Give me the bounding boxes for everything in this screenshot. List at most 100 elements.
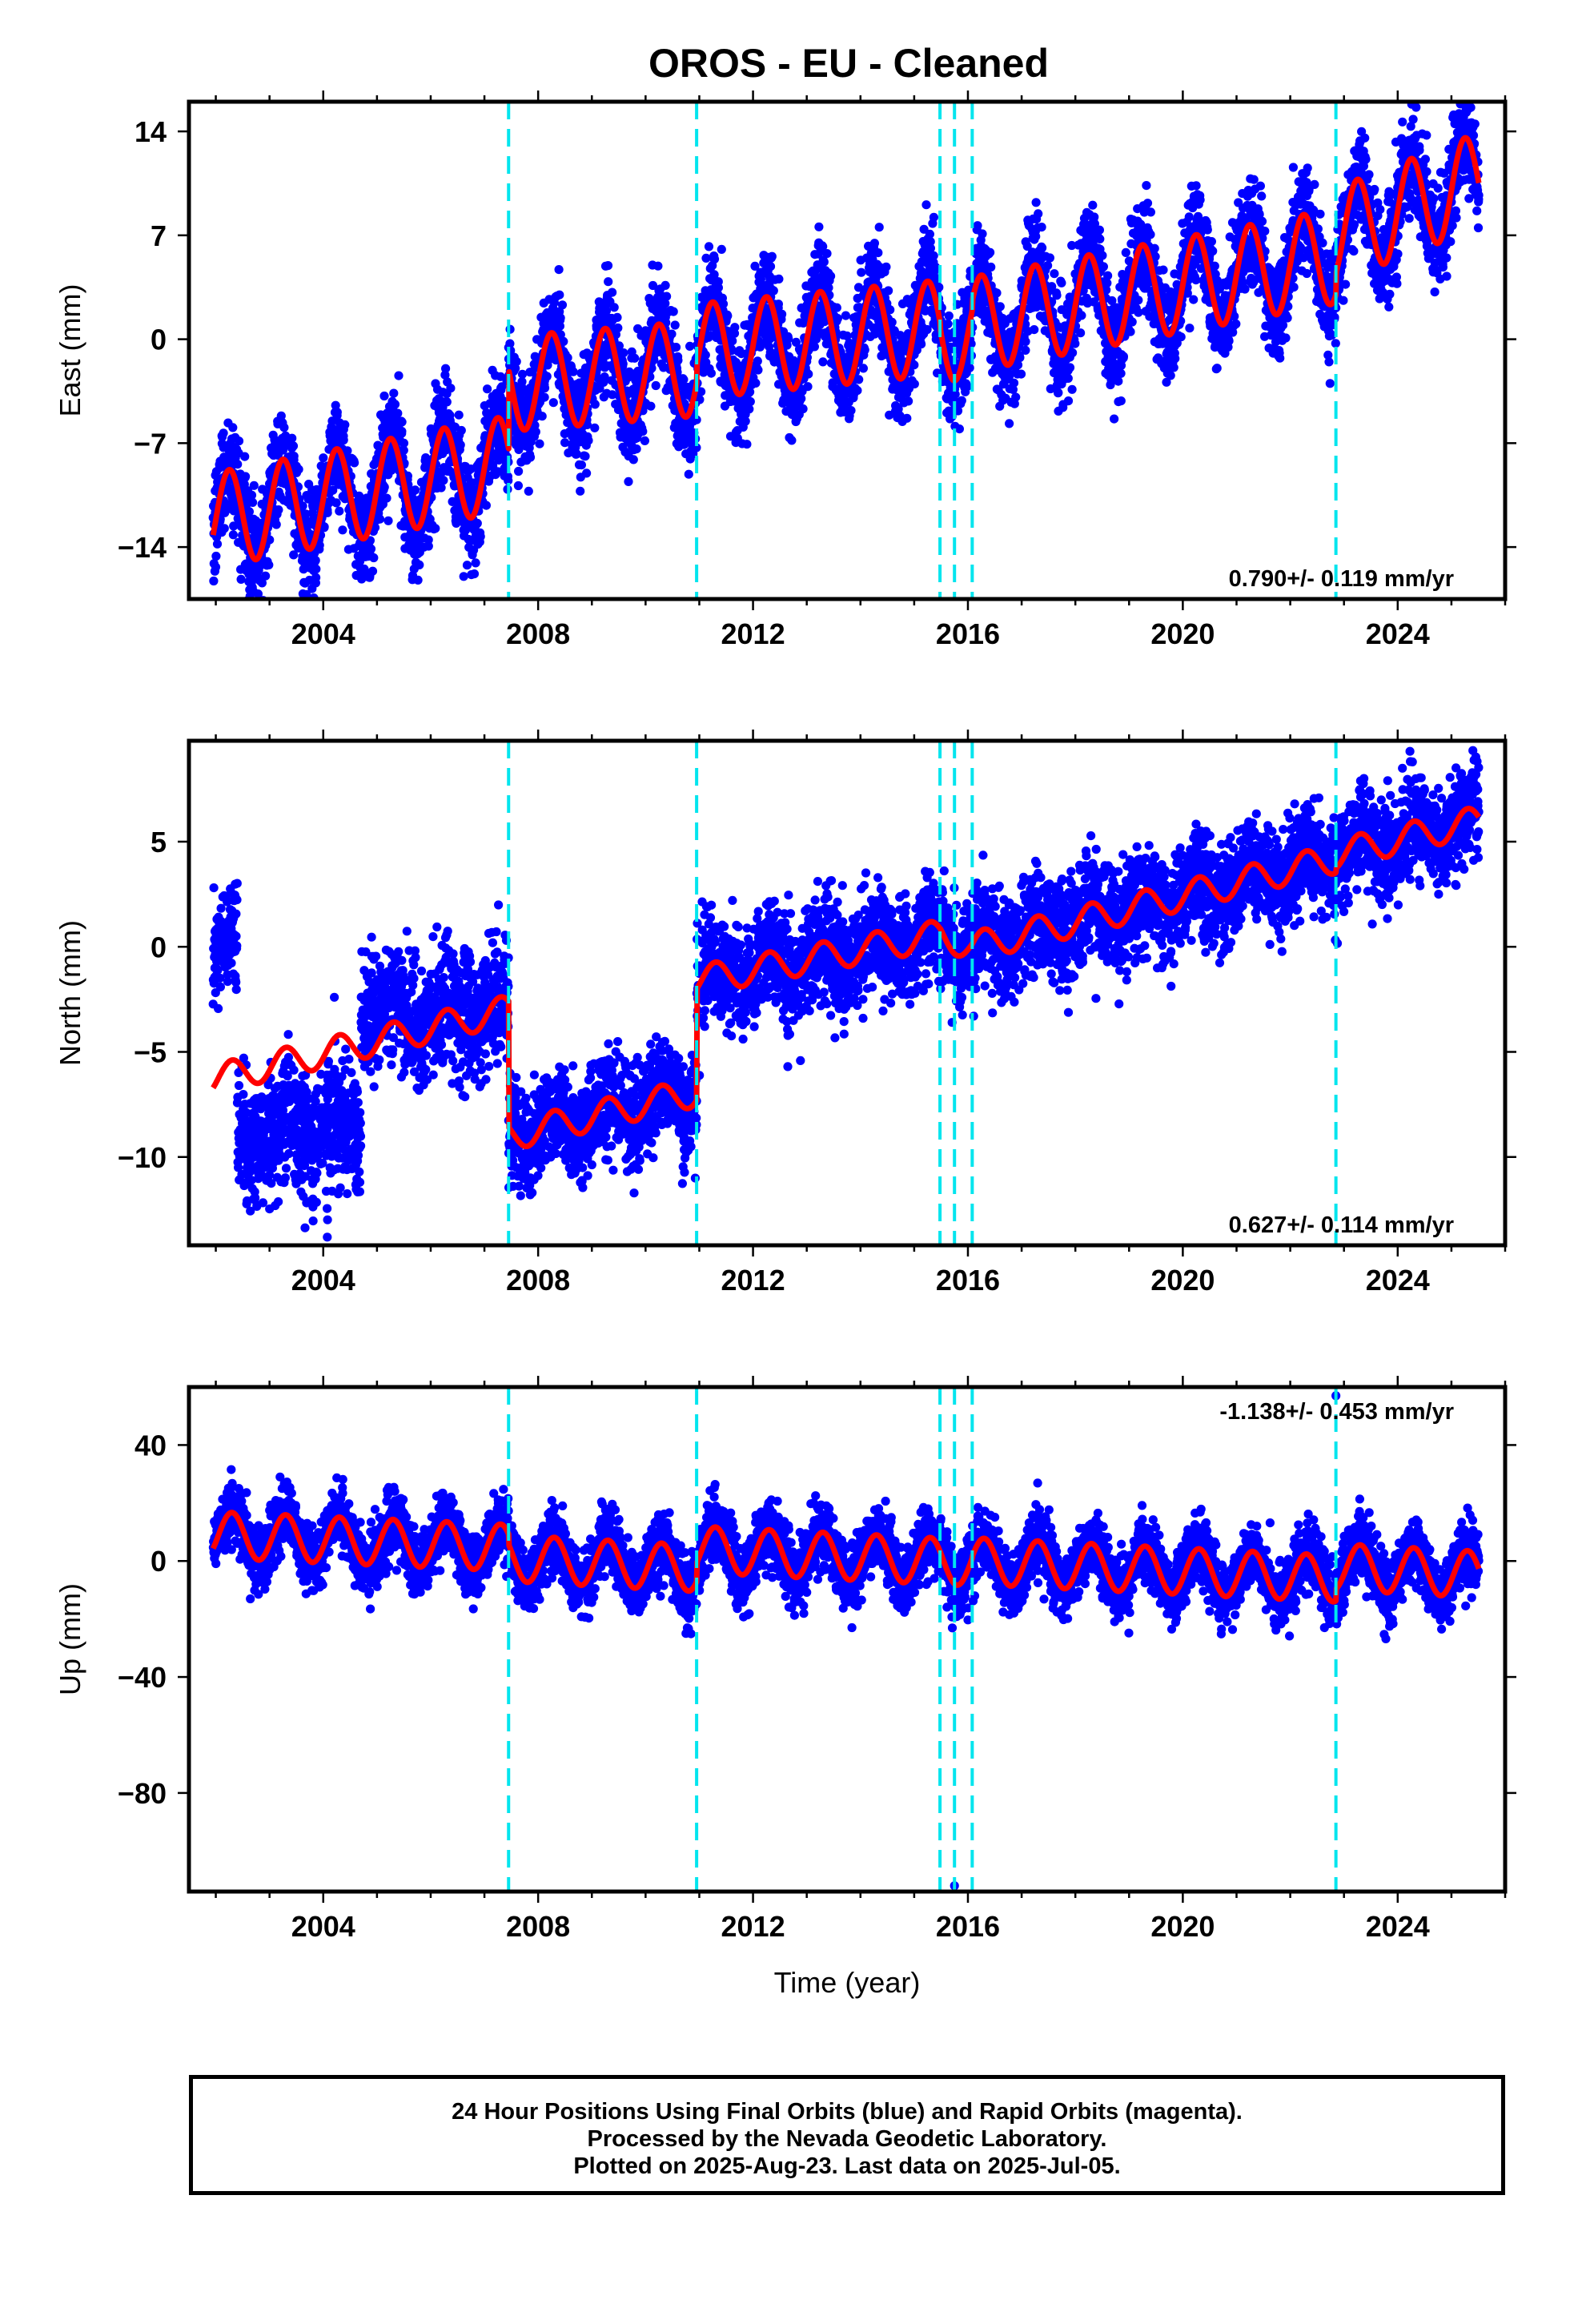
data-point bbox=[568, 367, 578, 376]
data-point bbox=[563, 353, 572, 363]
data-point bbox=[741, 416, 750, 426]
data-point bbox=[873, 248, 883, 258]
data-point bbox=[921, 200, 931, 210]
data-point bbox=[1045, 253, 1054, 263]
data-point bbox=[383, 516, 393, 525]
data-point bbox=[787, 436, 797, 445]
data-point bbox=[978, 229, 987, 239]
data-point bbox=[315, 541, 324, 550]
data-point bbox=[350, 458, 359, 468]
data-point bbox=[619, 348, 628, 358]
data-point bbox=[1063, 396, 1074, 406]
data-point bbox=[814, 222, 824, 231]
data-point bbox=[288, 441, 299, 451]
data-point bbox=[995, 302, 1005, 312]
data-point bbox=[661, 280, 670, 290]
data-point bbox=[841, 311, 850, 320]
data-point bbox=[954, 424, 964, 434]
data-point bbox=[548, 398, 558, 408]
data-point bbox=[512, 356, 521, 367]
data-point bbox=[1068, 348, 1078, 358]
data-point bbox=[339, 435, 348, 445]
data-point bbox=[713, 283, 724, 292]
data-point bbox=[881, 262, 891, 271]
data-point bbox=[1038, 243, 1047, 253]
data-point bbox=[369, 553, 379, 563]
data-point bbox=[742, 440, 752, 449]
data-point bbox=[331, 400, 340, 410]
data-point bbox=[319, 522, 329, 532]
data-point bbox=[1110, 414, 1119, 424]
data-point bbox=[723, 311, 733, 320]
data-point bbox=[279, 423, 289, 432]
data-point bbox=[379, 391, 389, 401]
data-point bbox=[211, 562, 221, 572]
data-point bbox=[397, 427, 407, 436]
data-point bbox=[439, 476, 448, 485]
data-point bbox=[582, 468, 592, 478]
data-point bbox=[869, 239, 879, 248]
data-point bbox=[1031, 198, 1041, 207]
data-point bbox=[584, 436, 593, 445]
data-point bbox=[765, 262, 776, 271]
data-point bbox=[1005, 419, 1014, 428]
data-point bbox=[441, 364, 451, 373]
data-point bbox=[301, 509, 311, 519]
data-point bbox=[459, 572, 468, 581]
data-point bbox=[212, 539, 223, 549]
data-point bbox=[753, 356, 762, 366]
data-point bbox=[1052, 291, 1062, 300]
data-point bbox=[431, 524, 440, 533]
data-point bbox=[304, 601, 313, 610]
data-point bbox=[874, 223, 884, 232]
data-point bbox=[1116, 396, 1126, 406]
data-point bbox=[943, 319, 953, 329]
data-point bbox=[717, 244, 726, 254]
data-point bbox=[1118, 352, 1128, 361]
data-point bbox=[556, 313, 565, 323]
data-point bbox=[833, 314, 842, 324]
data-point bbox=[769, 286, 778, 296]
data-point bbox=[1016, 369, 1026, 379]
data-point bbox=[854, 375, 864, 384]
data-point bbox=[803, 382, 813, 392]
data-point bbox=[367, 566, 378, 576]
data-point bbox=[670, 320, 680, 330]
data-point bbox=[234, 436, 244, 446]
data-point bbox=[393, 408, 403, 418]
data-point bbox=[253, 620, 262, 629]
data-point bbox=[289, 452, 299, 461]
data-point bbox=[253, 589, 263, 599]
data-point bbox=[454, 410, 464, 420]
data-point bbox=[1009, 378, 1019, 388]
data-point bbox=[525, 452, 536, 462]
data-point bbox=[379, 482, 389, 492]
data-point bbox=[517, 369, 528, 379]
data-point bbox=[832, 303, 841, 312]
data-point bbox=[366, 544, 376, 554]
data-point bbox=[857, 267, 866, 277]
data-point bbox=[311, 565, 321, 574]
data-point bbox=[335, 506, 344, 516]
data-point bbox=[247, 490, 257, 500]
data-point bbox=[261, 571, 271, 581]
data-point bbox=[340, 420, 350, 430]
data-point bbox=[701, 253, 711, 263]
data-point bbox=[462, 561, 472, 570]
data-point bbox=[397, 417, 407, 427]
data-point bbox=[229, 521, 239, 531]
data-point bbox=[1021, 336, 1030, 347]
data-point bbox=[638, 427, 648, 436]
data-point bbox=[624, 476, 633, 487]
data-point bbox=[609, 303, 619, 312]
data-point bbox=[531, 427, 540, 436]
data-point bbox=[390, 400, 400, 409]
data-point bbox=[662, 292, 672, 301]
data-point bbox=[853, 386, 862, 396]
data-point bbox=[524, 486, 533, 497]
data-point bbox=[929, 212, 938, 222]
data-point bbox=[1057, 278, 1066, 287]
data-point bbox=[603, 261, 613, 271]
data-point bbox=[1077, 311, 1086, 320]
data-point bbox=[858, 364, 868, 373]
